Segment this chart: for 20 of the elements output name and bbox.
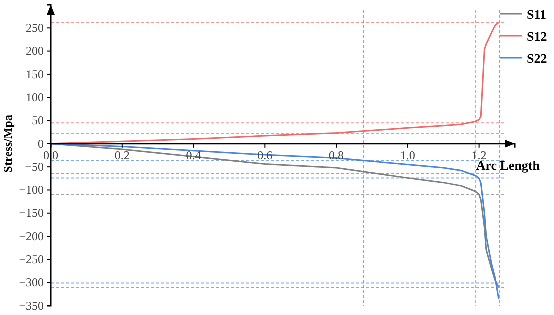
y-tick-label: 50 (32, 114, 44, 128)
y-tick-label: 0 (38, 136, 44, 151)
legend-label: S11 (527, 7, 547, 22)
legend-label: S22 (527, 51, 548, 66)
y-tick-label: −100 (19, 183, 44, 198)
y-tick-label: −300 (19, 276, 44, 290)
x-tick-label: 1.0 (400, 148, 416, 162)
x-tick-label: 0.2 (114, 148, 130, 162)
y-tick-label: −150 (19, 206, 44, 220)
legend-label: S12 (527, 29, 548, 44)
y-axis-title: Stress/Mpa (1, 115, 15, 173)
y-tick-label: 100 (26, 90, 44, 104)
y-tick-label: −200 (19, 229, 44, 244)
y-tick-label: 150 (26, 67, 44, 82)
y-tick-label: 250 (26, 20, 44, 35)
y-tick-label: −250 (19, 252, 44, 267)
y-tick-label: −350 (19, 298, 44, 313)
y-tick-label: 200 (26, 44, 44, 58)
y-tick-label: −50 (25, 160, 44, 174)
x-tick-label: 1.2 (472, 148, 487, 162)
